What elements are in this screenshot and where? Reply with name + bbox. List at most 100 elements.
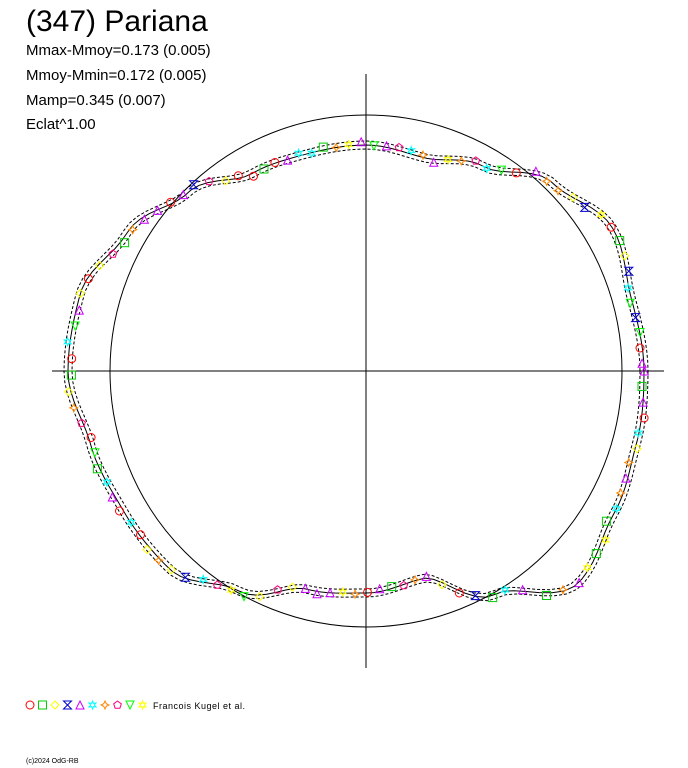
square-marker <box>38 700 47 710</box>
triangle-marker <box>282 154 293 165</box>
pinwheel-marker <box>623 457 634 468</box>
square-marker <box>66 370 76 380</box>
diamond-marker <box>50 700 60 710</box>
stat-mamp: Mamp=0.345 (0.007) <box>26 92 166 109</box>
inverted-triangle-marker <box>239 592 249 602</box>
square-marker <box>488 593 498 603</box>
star-marker <box>226 584 236 596</box>
pentagon-marker <box>471 156 481 165</box>
triangle-marker <box>428 157 439 167</box>
inverted-triangle-marker <box>70 321 81 332</box>
pinwheel-marker <box>331 142 342 153</box>
square-marker <box>615 236 625 246</box>
triangle-marker <box>312 588 322 599</box>
triangle-marker <box>517 584 528 595</box>
diamond-marker <box>437 580 447 590</box>
circle-marker <box>166 197 176 207</box>
pentagon-marker <box>212 580 222 589</box>
square-marker <box>318 142 328 152</box>
square-marker <box>92 464 102 474</box>
star-marker <box>600 534 611 546</box>
square-marker <box>591 549 601 559</box>
data-markers <box>62 136 650 603</box>
pentagon-marker <box>77 418 86 427</box>
diamond-marker <box>166 564 177 575</box>
triangle-marker <box>639 365 650 376</box>
hourglass-marker <box>180 572 191 582</box>
diamond-marker <box>255 591 265 602</box>
diamond-marker <box>75 288 86 299</box>
inverted-triangle-marker <box>625 298 636 309</box>
triangle-marker <box>637 358 647 368</box>
diamond-marker <box>287 582 298 592</box>
inverted-triangle-marker <box>369 141 379 152</box>
star-marker <box>406 145 416 157</box>
circle-marker <box>639 413 649 423</box>
circle-marker <box>635 343 645 353</box>
circle-marker <box>249 171 258 181</box>
circle-marker <box>136 530 145 540</box>
star-marker <box>611 503 622 515</box>
triangle-marker <box>421 571 432 581</box>
star-marker <box>443 154 453 165</box>
star-marker <box>343 139 354 151</box>
triangle-marker <box>75 699 85 710</box>
pentagon-marker <box>204 176 214 186</box>
square-marker <box>601 516 611 526</box>
pinwheel-marker <box>68 402 79 414</box>
hourglass-marker <box>630 313 641 323</box>
marker-legend <box>25 699 148 711</box>
stat-mmax-mmoy: Mmax-Mmoy=0.173 (0.005) <box>26 42 211 59</box>
hourglass-marker <box>623 266 635 276</box>
pinwheel-marker <box>456 155 467 167</box>
triangle-marker <box>638 396 648 407</box>
inverted-triangle-marker <box>496 165 507 176</box>
square-marker <box>259 164 269 174</box>
diamond-marker <box>63 387 74 397</box>
star-marker <box>137 699 148 711</box>
star-marker <box>87 699 98 711</box>
diamond-marker <box>568 192 578 203</box>
star-marker <box>582 562 593 574</box>
star-marker <box>596 209 606 221</box>
triangle-marker <box>139 214 150 224</box>
pinwheel-marker <box>127 224 138 235</box>
envelope-curve <box>71 148 641 595</box>
inverted-triangle-marker <box>90 448 100 458</box>
triangle-marker <box>356 136 367 147</box>
diamond-marker <box>221 176 231 186</box>
circle-marker <box>83 274 93 284</box>
triangle-marker <box>152 205 163 215</box>
hourglass-marker <box>579 202 590 212</box>
diamond-marker <box>142 544 152 555</box>
square-marker <box>542 591 551 600</box>
square-marker <box>120 238 130 248</box>
triangle-marker <box>621 472 631 483</box>
pinwheel-marker <box>552 185 564 196</box>
triangle-marker <box>74 304 85 315</box>
pentagon-marker <box>399 580 409 590</box>
triangle-marker <box>374 583 385 594</box>
star-marker <box>293 147 304 159</box>
diamond-marker <box>619 251 630 261</box>
hourglass-marker <box>188 180 199 190</box>
chart-title: (347) Pariana <box>26 5 208 38</box>
pentagon-marker <box>108 249 118 258</box>
star-marker <box>62 336 73 348</box>
hourglass-marker <box>470 591 481 601</box>
pinwheel-marker <box>153 555 164 566</box>
triangle-marker <box>107 491 118 502</box>
reference-circle <box>109 114 623 628</box>
star-marker <box>306 147 317 159</box>
star-marker <box>126 516 136 528</box>
triangle-marker <box>381 140 392 151</box>
pentagon-marker <box>273 585 282 594</box>
circle-marker <box>25 700 35 710</box>
diamond-marker <box>632 443 642 454</box>
triangle-marker <box>531 166 541 176</box>
pinwheel-marker <box>99 699 111 711</box>
pentagon-marker <box>113 700 122 709</box>
pinwheel-marker <box>557 584 569 595</box>
pinwheel-marker <box>615 487 626 499</box>
